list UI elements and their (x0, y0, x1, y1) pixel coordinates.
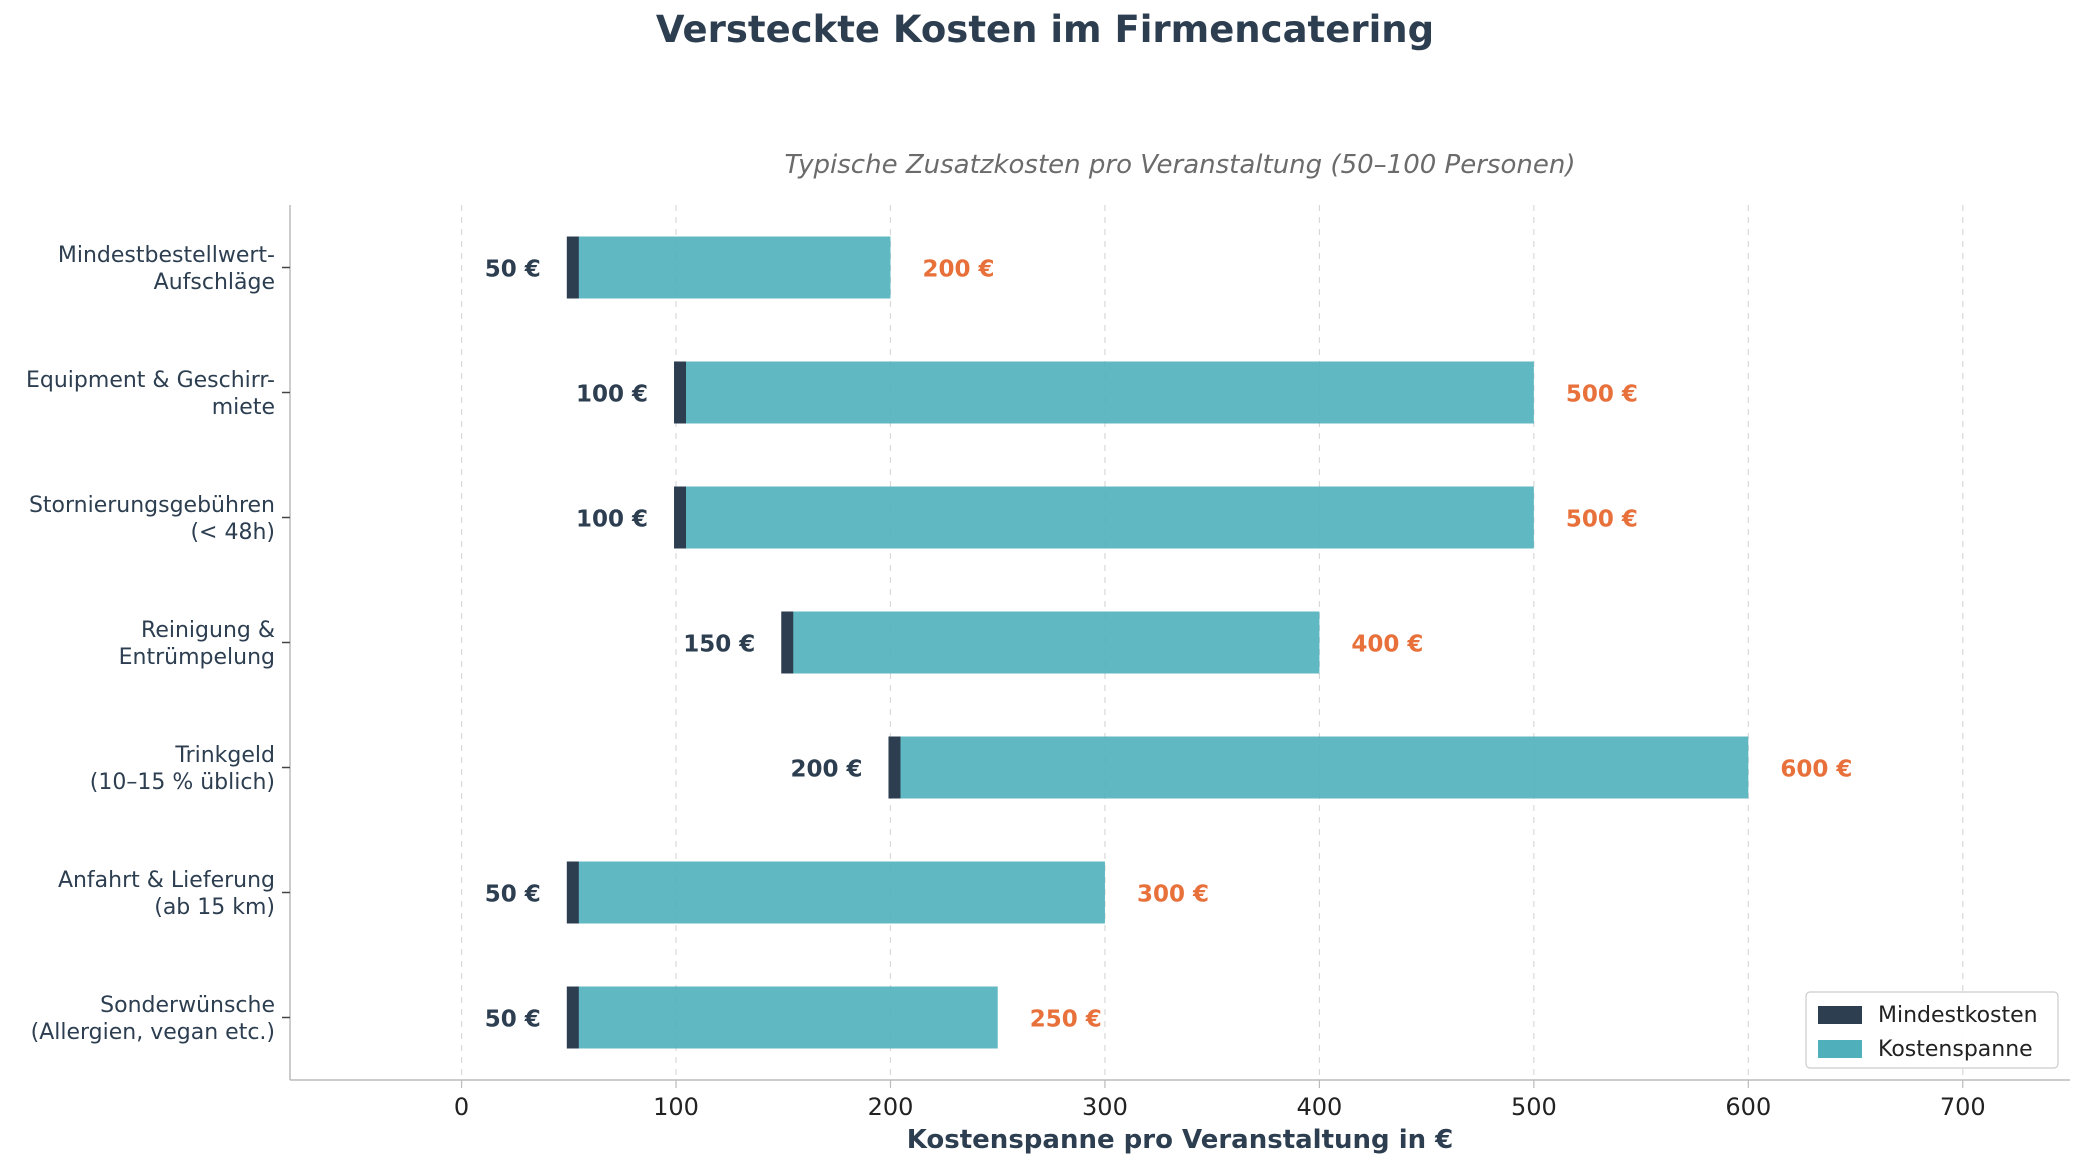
min-value-label: 200 € (790, 757, 862, 783)
y-tick-label: Anfahrt & Lieferung (58, 868, 275, 893)
y-tick-label: Aufschläge (154, 270, 275, 295)
min-value-label: 50 € (485, 882, 541, 908)
y-tick-label: (10–15 % üblich) (90, 770, 275, 795)
range-bar (568, 861, 1105, 924)
range-bar (676, 486, 1534, 549)
range-bar (568, 236, 891, 299)
legend-label: Mindestkosten (1878, 1003, 2038, 1028)
y-tick-label: Sonderwünsche (100, 993, 275, 1018)
max-value-label: 500 € (1566, 507, 1638, 533)
x-tick-label: 300 (1082, 1093, 1128, 1121)
chart-subtitle: Typische Zusatzkosten pro Veranstaltung … (785, 150, 1576, 180)
x-tick-label: 400 (1296, 1093, 1342, 1121)
min-value-label: 150 € (683, 632, 755, 658)
legend-box (1805, 991, 2059, 1069)
y-tick-label: Entrümpelung (119, 645, 275, 670)
value-labels: 50 € 200 € 100 € 500 € 100 € 500 € 150 € 400 € 2… (485, 257, 1853, 1033)
x-axis-label: Kostenspanne pro Veranstaltung in € (907, 1125, 1454, 1155)
y-tick-label: Trinkgeld (174, 743, 275, 768)
range-bar (783, 611, 1320, 674)
min-bar (566, 861, 579, 924)
bars (566, 236, 1749, 1049)
legend-swatch (1818, 1040, 1862, 1058)
y-tick-label: (Allergien, vegan etc.) (31, 1020, 275, 1045)
y-tick-label: (ab 15 km) (154, 895, 275, 920)
x-tick-label: 700 (1940, 1093, 1986, 1121)
y-tick-labels: Mindestbestellwert-Aufschläge Equipment &… (26, 243, 275, 1045)
max-value-label: 300 € (1137, 882, 1209, 908)
max-value-label: 250 € (1030, 1007, 1102, 1033)
y-tick-label: Reinigung & (141, 618, 275, 643)
x-tick-label: 200 (868, 1093, 914, 1121)
min-value-label: 100 € (576, 507, 648, 533)
min-bar (566, 986, 579, 1049)
min-bar (674, 486, 687, 549)
axes (282, 205, 2070, 1088)
chart-title: Versteckte Kosten im Firmencatering (656, 8, 1434, 51)
min-bar (888, 736, 901, 799)
y-tick-label: Equipment & Geschirr- (26, 368, 275, 393)
max-value-label: 400 € (1351, 632, 1423, 658)
y-tick-label: Stornierungsgebühren (29, 493, 275, 518)
legend-swatch (1818, 1006, 1862, 1024)
legend: Mindestkosten Kostenspanne (1805, 991, 2059, 1069)
x-tick-label: 0 (454, 1093, 469, 1121)
y-tick-label: miete (212, 395, 275, 420)
legend-label: Kostenspanne (1878, 1037, 2033, 1062)
min-value-label: 50 € (485, 1007, 541, 1033)
min-value-label: 50 € (485, 257, 541, 283)
min-bar (781, 611, 794, 674)
range-bar (568, 986, 998, 1049)
y-tick-label: (< 48h) (190, 520, 275, 545)
range-bar (890, 736, 1749, 799)
max-value-label: 200 € (922, 257, 994, 283)
x-tick-label: 600 (1725, 1093, 1771, 1121)
max-value-label: 500 € (1566, 382, 1638, 408)
min-bar (566, 236, 579, 299)
x-tick-label: 500 (1511, 1093, 1557, 1121)
min-bar (674, 361, 687, 424)
x-tick-labels: 0 100 200 300 400 500 600 700 (454, 1093, 1986, 1121)
x-tick-label: 100 (653, 1093, 699, 1121)
range-bar (676, 361, 1534, 424)
min-value-label: 100 € (576, 382, 648, 408)
max-value-label: 600 € (1780, 757, 1852, 783)
y-tick-label: Mindestbestellwert- (58, 243, 275, 268)
